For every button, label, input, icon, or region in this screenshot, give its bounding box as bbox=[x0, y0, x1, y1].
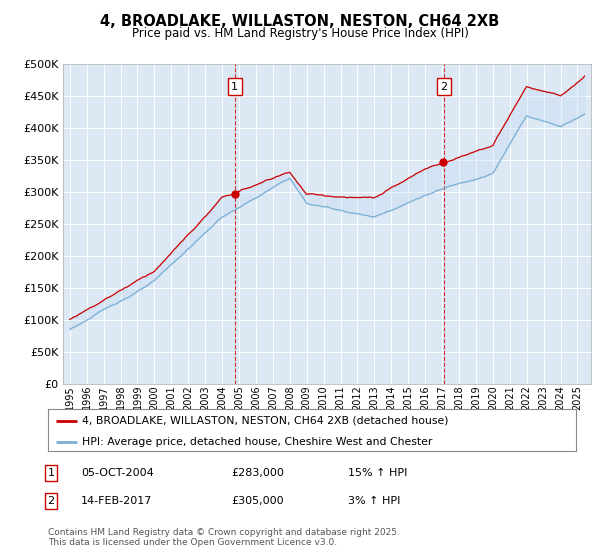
Text: 14-FEB-2017: 14-FEB-2017 bbox=[81, 496, 152, 506]
Text: 1: 1 bbox=[231, 82, 238, 92]
Text: 1: 1 bbox=[47, 468, 55, 478]
Text: 3% ↑ HPI: 3% ↑ HPI bbox=[348, 496, 400, 506]
Text: £305,000: £305,000 bbox=[231, 496, 284, 506]
Text: Contains HM Land Registry data © Crown copyright and database right 2025.
This d: Contains HM Land Registry data © Crown c… bbox=[48, 528, 400, 547]
Text: 4, BROADLAKE, WILLASTON, NESTON, CH64 2XB: 4, BROADLAKE, WILLASTON, NESTON, CH64 2X… bbox=[100, 14, 500, 29]
Text: HPI: Average price, detached house, Cheshire West and Chester: HPI: Average price, detached house, Ches… bbox=[82, 437, 433, 446]
Text: £283,000: £283,000 bbox=[231, 468, 284, 478]
Text: 4, BROADLAKE, WILLASTON, NESTON, CH64 2XB (detached house): 4, BROADLAKE, WILLASTON, NESTON, CH64 2X… bbox=[82, 416, 449, 426]
Text: 05-OCT-2004: 05-OCT-2004 bbox=[81, 468, 154, 478]
Text: 2: 2 bbox=[47, 496, 55, 506]
Text: 15% ↑ HPI: 15% ↑ HPI bbox=[348, 468, 407, 478]
Text: Price paid vs. HM Land Registry's House Price Index (HPI): Price paid vs. HM Land Registry's House … bbox=[131, 27, 469, 40]
Text: 2: 2 bbox=[440, 82, 448, 92]
